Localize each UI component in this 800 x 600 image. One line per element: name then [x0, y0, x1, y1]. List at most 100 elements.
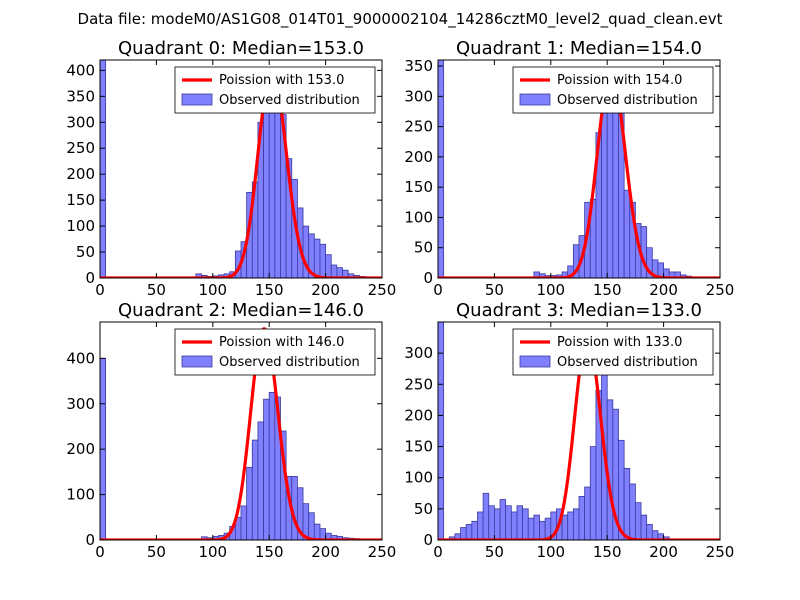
legend: Poission with 153.0 Observed distribution: [174, 66, 376, 114]
x-tick-label: 250: [706, 543, 735, 561]
histogram-bar: [257, 421, 264, 540]
histogram-bar: [606, 89, 614, 278]
histogram-bar: [561, 514, 569, 540]
axes-frame: [437, 321, 721, 541]
y-tick-label: 300: [404, 87, 433, 105]
y-tick-label: 0: [423, 531, 433, 549]
y-tick-label: 200: [66, 165, 95, 183]
y-tick-label: 150: [404, 438, 433, 456]
axes-frame: [437, 59, 721, 279]
histogram-bar: [313, 523, 321, 540]
x-tick-label: 200: [649, 543, 678, 561]
histogram-bars: [100, 60, 366, 278]
y-tick-label: 200: [404, 406, 433, 424]
y-tick-label: 0: [423, 269, 433, 287]
legend-entry-poisson: Poission with 146.0: [219, 335, 344, 350]
histogram-bar: [477, 511, 484, 540]
legend-entry-observed: Observed distribution: [557, 93, 698, 108]
y-tick-label: 100: [66, 486, 95, 504]
histogram-bar: [251, 439, 259, 540]
x-tick-label: 150: [255, 281, 284, 299]
y-tick-label: 300: [66, 395, 95, 413]
histogram-bar: [584, 486, 591, 540]
x-tick-label: 0: [433, 281, 443, 299]
legend-bar-swatch: [181, 93, 213, 106]
legend-entry-observed: Observed distribution: [557, 355, 698, 370]
histogram-bar: [268, 391, 276, 540]
axes-frame: [99, 321, 383, 541]
histogram-bars: [100, 357, 360, 540]
y-tick-label: 350: [66, 87, 95, 105]
histogram-bar: [505, 505, 512, 540]
x-tick-label: 0: [95, 281, 105, 299]
histogram-bar: [612, 101, 619, 278]
histogram-bar: [527, 517, 535, 540]
y-tick-label: 200: [66, 440, 95, 458]
y-tick-label: 100: [404, 469, 433, 487]
histogram-bar: [313, 238, 321, 278]
figure-suptitle: Data file: modeM0/AS1G08_014T01_90000021…: [78, 10, 723, 29]
x-tick-label: 150: [593, 281, 622, 299]
histogram-bar: [246, 466, 253, 540]
histogram-bar: [471, 520, 478, 540]
histogram-bar: [567, 511, 574, 540]
y-tick-label: 250: [66, 139, 95, 157]
y-tick-label: 150: [404, 178, 433, 196]
panel-quadrant-0: Quadrant 0: Median=153.0 0 50 100 150 200 250 0…: [66, 38, 396, 299]
histogram-bar: [522, 508, 529, 540]
legend-entry-poisson: Poission with 153.0: [219, 73, 344, 88]
histogram-bar: [510, 511, 518, 540]
x-tick-label: 50: [147, 543, 166, 561]
panel-title: Quadrant 1: Median=154.0: [456, 38, 702, 59]
x-tick-label: 250: [706, 281, 735, 299]
histogram-bar: [488, 505, 495, 540]
panel-title: Quadrant 0: Median=153.0: [118, 38, 364, 59]
legend: Poission with 146.0 Observed distribution: [174, 328, 376, 376]
histogram-bar: [100, 60, 107, 278]
poisson-curve: [100, 327, 382, 540]
legend-bar-swatch: [181, 355, 213, 368]
histogram-bar: [319, 528, 326, 540]
y-tick-label: 300: [66, 113, 95, 131]
histogram-bar: [240, 505, 248, 540]
histogram-bar: [623, 189, 631, 278]
y-tick-label: 0: [85, 531, 95, 549]
x-tick-label: 200: [311, 543, 340, 561]
x-tick-label: 100: [198, 281, 227, 299]
x-tick-label: 200: [311, 281, 340, 299]
y-tick-label: 300: [404, 344, 433, 362]
legend-entry-observed: Observed distribution: [219, 355, 360, 370]
histogram-bar: [263, 398, 270, 540]
histogram-bar: [325, 254, 332, 278]
legend-entry-poisson: Poission with 133.0: [557, 335, 682, 350]
histogram-bar: [499, 499, 507, 540]
histogram-bar: [460, 527, 467, 540]
y-tick-label: 100: [404, 208, 433, 226]
histogram-bar: [640, 514, 648, 540]
y-tick-label: 200: [404, 148, 433, 166]
y-tick-label: 400: [66, 349, 95, 367]
x-tick-label: 0: [433, 543, 443, 561]
histogram-bar: [578, 495, 586, 540]
histogram-bar: [572, 508, 580, 540]
x-tick-label: 100: [536, 281, 565, 299]
y-tick-label: 400: [66, 61, 95, 79]
histogram-bar: [438, 60, 445, 278]
poisson-curve: [438, 335, 720, 540]
histogram-bar: [601, 95, 608, 278]
y-tick-label: 50: [414, 500, 433, 518]
histogram-bar: [533, 514, 540, 540]
histogram-bar: [516, 505, 524, 540]
histogram-bar: [308, 512, 315, 540]
x-tick-label: 150: [593, 543, 622, 561]
y-tick-label: 250: [404, 118, 433, 136]
legend: Poission with 154.0 Observed distribution: [512, 66, 714, 114]
y-tick-label: 0: [85, 269, 95, 287]
y-tick-label: 50: [414, 239, 433, 257]
x-tick-label: 200: [649, 281, 678, 299]
x-tick-label: 150: [255, 543, 284, 561]
histogram-bar: [589, 446, 597, 540]
x-tick-label: 50: [147, 281, 166, 299]
legend-entry-poisson: Poission with 154.0: [557, 73, 682, 88]
